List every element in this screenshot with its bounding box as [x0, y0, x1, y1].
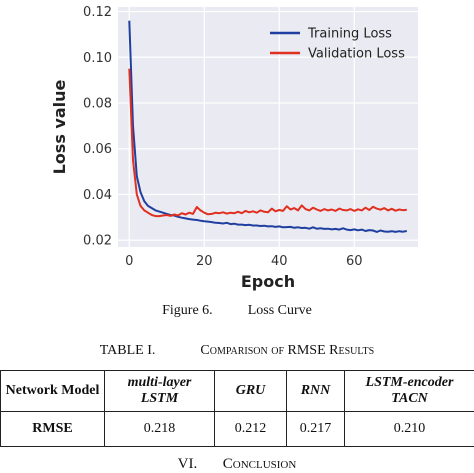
- header-gru: GRU: [215, 371, 287, 412]
- table-row: RMSE 0.218 0.212 0.217 0.210: [1, 412, 474, 447]
- section-title: Conclusion: [223, 456, 297, 472]
- y-tick-label: 0.08: [83, 97, 112, 112]
- section-number: VI.: [178, 456, 198, 472]
- x-axis-label: Epoch: [241, 272, 295, 291]
- cell-gru: 0.212: [215, 412, 287, 447]
- loss-chart: 0 20 40 60 0.02 0.04 0.06 0.08 0.10 0.12 Epoch Lo…: [48, 0, 428, 295]
- table-number: TABLE I.: [100, 343, 156, 358]
- cell-lstm-encoder-tacn: 0.210: [345, 412, 474, 447]
- loss-chart-svg: 0 20 40 60 0.02 0.04 0.06 0.08 0.10 0.12 Epoch Lo…: [48, 0, 428, 295]
- y-tick-label: 0.04: [83, 188, 112, 203]
- y-axis-label: Loss value: [50, 79, 69, 174]
- figure-caption-text: Loss Curve: [248, 303, 312, 319]
- table-header-row: Network Model multi-layer LSTM GRU RNN L…: [1, 371, 474, 412]
- x-tick-label: 60: [346, 254, 363, 269]
- y-tick-label: 0.12: [83, 5, 112, 20]
- section-heading: VI. Conclusion: [0, 456, 474, 473]
- y-tick-label: 0.10: [83, 51, 112, 66]
- x-tick-label: 20: [196, 254, 213, 269]
- y-tick-label: 0.06: [83, 142, 112, 157]
- legend-label-validation-loss: Validation Loss: [308, 47, 405, 62]
- header-rnn: RNN: [287, 371, 345, 412]
- cell-multi-layer-lstm: 0.218: [105, 412, 215, 447]
- header-multi-layer-lstm: multi-layer LSTM: [105, 371, 215, 412]
- row-label-rmse: RMSE: [1, 412, 105, 447]
- rmse-table: Network Model multi-layer LSTM GRU RNN L…: [0, 370, 474, 447]
- figure-caption: Figure 6. Loss Curve: [0, 303, 474, 319]
- table-caption: Comparison of RMSE Results: [200, 343, 374, 358]
- x-tick-label: 0: [125, 254, 133, 269]
- y-tick-label: 0.02: [83, 234, 112, 249]
- x-tick-label: 40: [271, 254, 288, 269]
- header-lstm-encoder-tacn: LSTM-encoder TACN: [345, 371, 474, 412]
- legend-label-training-loss: Training Loss: [307, 27, 392, 42]
- cell-rnn: 0.217: [287, 412, 345, 447]
- figure-label: Figure 6.: [162, 303, 213, 319]
- table-title: TABLE I. Comparison of RMSE Results: [0, 343, 474, 359]
- header-network-model: Network Model: [1, 371, 105, 412]
